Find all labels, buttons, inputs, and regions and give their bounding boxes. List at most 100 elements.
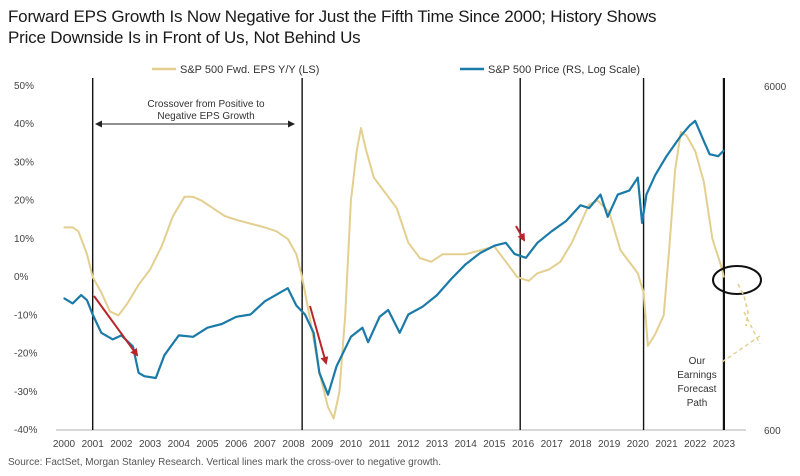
left-tick-label: 0% [14,272,29,283]
price-point [71,302,74,305]
eps-point [117,314,120,316]
price-point [579,204,582,206]
forecast-path-pointer [721,335,761,363]
chart-title-line-1: Forward EPS Growth Is Now Negative for J… [8,7,657,26]
price-point [163,354,166,356]
eps-point [637,272,639,274]
chart-title-line-2: Price Downside Is in Front of Us, Not Be… [8,28,361,47]
left-tick-label: 30% [14,157,34,168]
x-tick-label: 2016 [512,439,535,450]
price-point [80,294,82,296]
price-point [206,327,209,329]
eps-point [373,177,375,179]
crossover-annotation-line-2: Negative EPS Growth [157,111,254,122]
price-point [717,155,719,157]
annotations: Crossover from Positive to Negative EPS … [93,99,762,409]
eps-point [479,249,481,251]
eps-point [327,406,329,408]
price-point [551,230,553,232]
price-point [703,140,705,142]
eps-point [275,230,277,232]
eps-point [668,245,671,248]
eps-point [453,253,455,255]
price-point [143,375,145,377]
price-point [312,332,315,334]
eps-point [536,272,539,274]
price-point [378,316,381,318]
eps-point [356,150,358,152]
price-point [287,287,289,289]
eps-line [64,127,725,420]
price-point [387,309,389,311]
eps-point [528,280,530,282]
price-point [536,242,539,244]
eps-series [63,127,725,420]
price-point [628,189,630,192]
forecast-label-line-4: Path [687,398,708,409]
x-tick-label: 2014 [455,439,478,450]
price-point [86,299,88,301]
eps-point [703,181,705,183]
eps-point [295,253,297,255]
price-point [565,220,567,222]
eps-point [663,314,665,316]
price-point [421,306,424,308]
price-point [607,216,609,218]
price-point [654,174,656,176]
legend: S&P 500 Fwd. EPS Y/Y (LS) S&P 500 Price … [152,64,640,76]
price-point [112,338,114,341]
x-tick-label: 2023 [713,439,736,450]
x-tick-label: 2007 [254,439,277,450]
red-arrow-2001 [93,295,139,357]
eps-point [631,265,633,267]
eps-point [588,203,590,206]
price-point [617,193,619,196]
price-point [708,153,711,155]
eps-point [384,192,386,194]
eps-point [344,314,346,316]
chart-title: Forward EPS Growth Is Now Negative for J… [8,6,788,48]
eps-point [201,200,203,202]
price-point [399,332,401,334]
x-tick-label: 2021 [655,439,678,450]
x-tick-label: 2012 [397,439,420,450]
x-tick-label: 2013 [426,439,449,450]
source-note: Source: FactSet, Morgan Stanley Research… [8,457,441,468]
eps-point [723,276,725,278]
price-point [264,300,266,302]
x-tick-label: 2015 [483,439,506,450]
eps-point [597,200,599,202]
eps-point [571,242,573,244]
x-tick-label: 2011 [369,439,391,450]
eps-point [430,261,432,263]
eps-point [161,245,163,248]
right-axis: 6000 600 [764,82,787,437]
eps-point [680,131,682,133]
eps-point [559,261,562,263]
eps-point [287,238,289,240]
price-point [155,377,157,379]
price-point [588,207,590,209]
eps-point [686,135,688,137]
price-point [680,135,682,137]
x-tick-label: 2002 [110,439,133,450]
price-point [688,125,691,127]
eps-point [505,261,507,263]
x-tick-label: 2004 [168,439,191,450]
eps-point [654,333,656,335]
price-point [436,294,438,296]
highlight-circle [712,265,762,295]
eps-point [249,223,252,225]
forecast-label-line-3: Forecast [678,384,717,395]
eps-point [224,215,226,217]
eps-point [333,417,335,420]
price-series [63,119,725,396]
price-point [641,222,643,224]
price-point [350,336,352,338]
price-point [479,252,481,254]
price-point [335,365,338,367]
red-arrow-2008 [309,305,329,365]
eps-point [86,253,88,255]
forecast-label-line-2: Earnings [677,370,716,381]
eps-point [396,207,398,209]
